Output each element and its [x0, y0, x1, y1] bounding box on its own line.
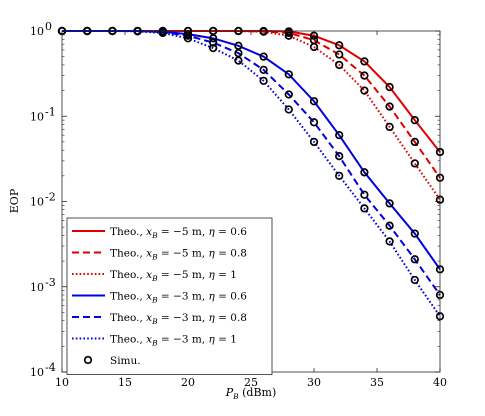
- simu-marker: [335, 171, 344, 180]
- simu-marker: [209, 34, 218, 43]
- y-axis-label: EOP: [8, 188, 21, 213]
- y-tick-exponent: -1: [45, 105, 56, 118]
- simu-marker: [410, 275, 419, 285]
- simu-marker: [385, 237, 394, 246]
- simu-marker: [284, 105, 293, 114]
- simu-marker: [335, 50, 344, 59]
- simu-marker: [385, 221, 394, 230]
- simu-marker: [410, 137, 419, 147]
- simu-marker: [259, 27, 268, 36]
- x-tick-label: 15: [118, 376, 132, 389]
- legend-label: Theo., xB = −5 m, η = 0.8: [110, 248, 247, 262]
- simu-marker: [335, 60, 344, 70]
- simu-marker: [158, 28, 167, 38]
- simu-marker: [259, 76, 268, 86]
- simu-marker: [385, 82, 394, 92]
- y-tick-label: 10: [30, 366, 44, 379]
- simu-marker: [410, 159, 419, 168]
- legend-label: Theo., xB = −3 m, η = 0.8: [110, 312, 247, 326]
- x-tick-label: 40: [433, 376, 447, 389]
- simu-marker: [284, 31, 293, 40]
- legend-label: Simu.: [110, 355, 141, 367]
- simu-marker: [183, 34, 193, 43]
- x-tick-label: 10: [55, 376, 69, 389]
- simu-marker: [335, 41, 344, 50]
- simu-marker: [410, 229, 419, 238]
- y-tick-exponent: -4: [45, 361, 56, 374]
- y-tick-exponent: -2: [45, 191, 56, 204]
- series-line-5: [62, 30, 441, 296]
- simu-marker: [385, 122, 394, 132]
- x-axis-label: PB (dBm): [225, 386, 277, 401]
- simu-marker: [410, 255, 419, 264]
- y-tick-exponent: 0: [45, 20, 52, 33]
- x-tick-label: 30: [307, 376, 321, 389]
- simu-marker: [209, 38, 218, 47]
- simu-marker: [360, 204, 369, 213]
- simu-marker: [259, 52, 268, 61]
- simu-marker: [360, 86, 369, 95]
- y-tick-label: 10: [30, 25, 44, 38]
- legend: Theo., xB = −5 m, η = 0.6 Theo., xB = −5 …: [66, 217, 273, 375]
- simu-marker: [410, 115, 419, 125]
- x-tick-label: 25: [244, 376, 258, 389]
- y-tick-label: 10: [30, 196, 44, 209]
- legend-marker: [83, 355, 93, 365]
- simu-marker: [284, 70, 293, 79]
- simu-marker: [360, 71, 369, 80]
- simu-marker: [385, 102, 394, 111]
- simu-marker: [309, 137, 319, 147]
- simu-marker: [284, 28, 293, 38]
- simu-marker: [284, 90, 293, 99]
- simu-marker: [234, 56, 243, 65]
- simu-marker: [309, 97, 319, 106]
- simu-marker: [335, 152, 344, 161]
- simu-marker: [309, 42, 319, 52]
- x-tick-label: 35: [370, 376, 384, 389]
- series-line-6: [62, 30, 441, 317]
- y-tick-exponent: -3: [45, 276, 56, 289]
- simu-marker: [209, 43, 218, 53]
- legend-label: Theo., xB = −3 m, η = 1: [110, 334, 237, 348]
- simu-marker: [360, 168, 369, 177]
- simu-marker: [259, 65, 268, 75]
- simu-marker: [360, 57, 369, 66]
- simu-marker: [335, 131, 344, 140]
- x-tick-label: 20: [181, 376, 195, 389]
- legend-label: Theo., xB = −5 m, η = 0.6: [110, 226, 247, 240]
- y-tick-label: 10: [30, 110, 44, 123]
- legend-label: Theo., xB = −5 m, η = 1: [110, 269, 237, 283]
- y-tick-label: 10: [30, 281, 44, 294]
- simu-marker: [309, 118, 319, 127]
- legend-label: Theo., xB = −3 m, η = 0.6: [110, 291, 247, 305]
- simu-marker: [360, 190, 369, 199]
- simu-marker: [385, 199, 394, 208]
